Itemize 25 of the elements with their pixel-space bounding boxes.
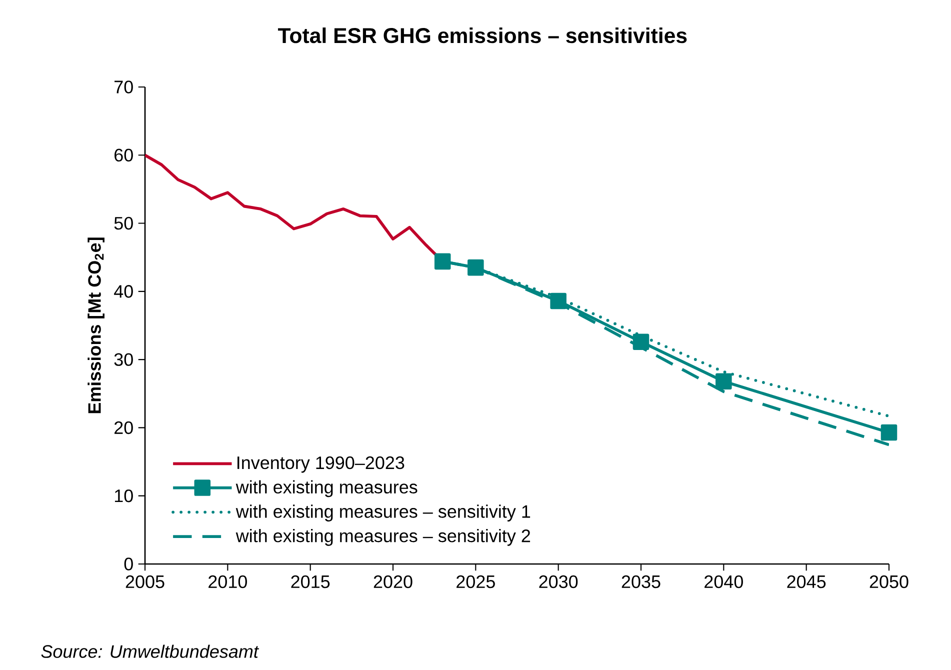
- y-tick-label: 20: [114, 421, 133, 434]
- x-tick-label: 2025: [456, 575, 495, 588]
- y-tick-label: 70: [114, 80, 133, 94]
- y-tick-label: 0: [124, 558, 133, 570]
- chart-title: Total ESR GHG emissions – sensitivities: [278, 27, 687, 44]
- y-tick-label: 40: [114, 285, 133, 298]
- legend-label: with existing measures: [236, 480, 418, 498]
- x-tick-label: 2045: [787, 575, 826, 588]
- x-tick-label: 2020: [374, 575, 412, 588]
- x-tick-label: 2030: [539, 575, 578, 588]
- x-tick-label: 2050: [870, 575, 908, 588]
- y-tick-label: 30: [114, 353, 133, 366]
- x-tick-label: 2040: [704, 575, 743, 588]
- legend-label: with existing measures – sensitivity 1: [236, 504, 530, 522]
- x-tick-label: 2010: [208, 575, 247, 588]
- x-tick-label: 2015: [291, 575, 330, 588]
- y-tick-label: 10: [114, 489, 133, 502]
- legend-label: Inventory 1990–2023: [238, 456, 404, 473]
- x-tick-label: 2005: [126, 575, 164, 588]
- source-note: Source: Umweltbundesamt: [41, 644, 260, 658]
- legend-label: with existing measures – sensitivity 2: [236, 529, 530, 546]
- x-tick-label: 2035: [622, 575, 660, 588]
- y-tick-label: 60: [114, 148, 133, 162]
- y-tick-label: 50: [114, 216, 133, 230]
- y-axis-title: Emissions [Mt CO$_{2}$e]: [88, 238, 104, 414]
